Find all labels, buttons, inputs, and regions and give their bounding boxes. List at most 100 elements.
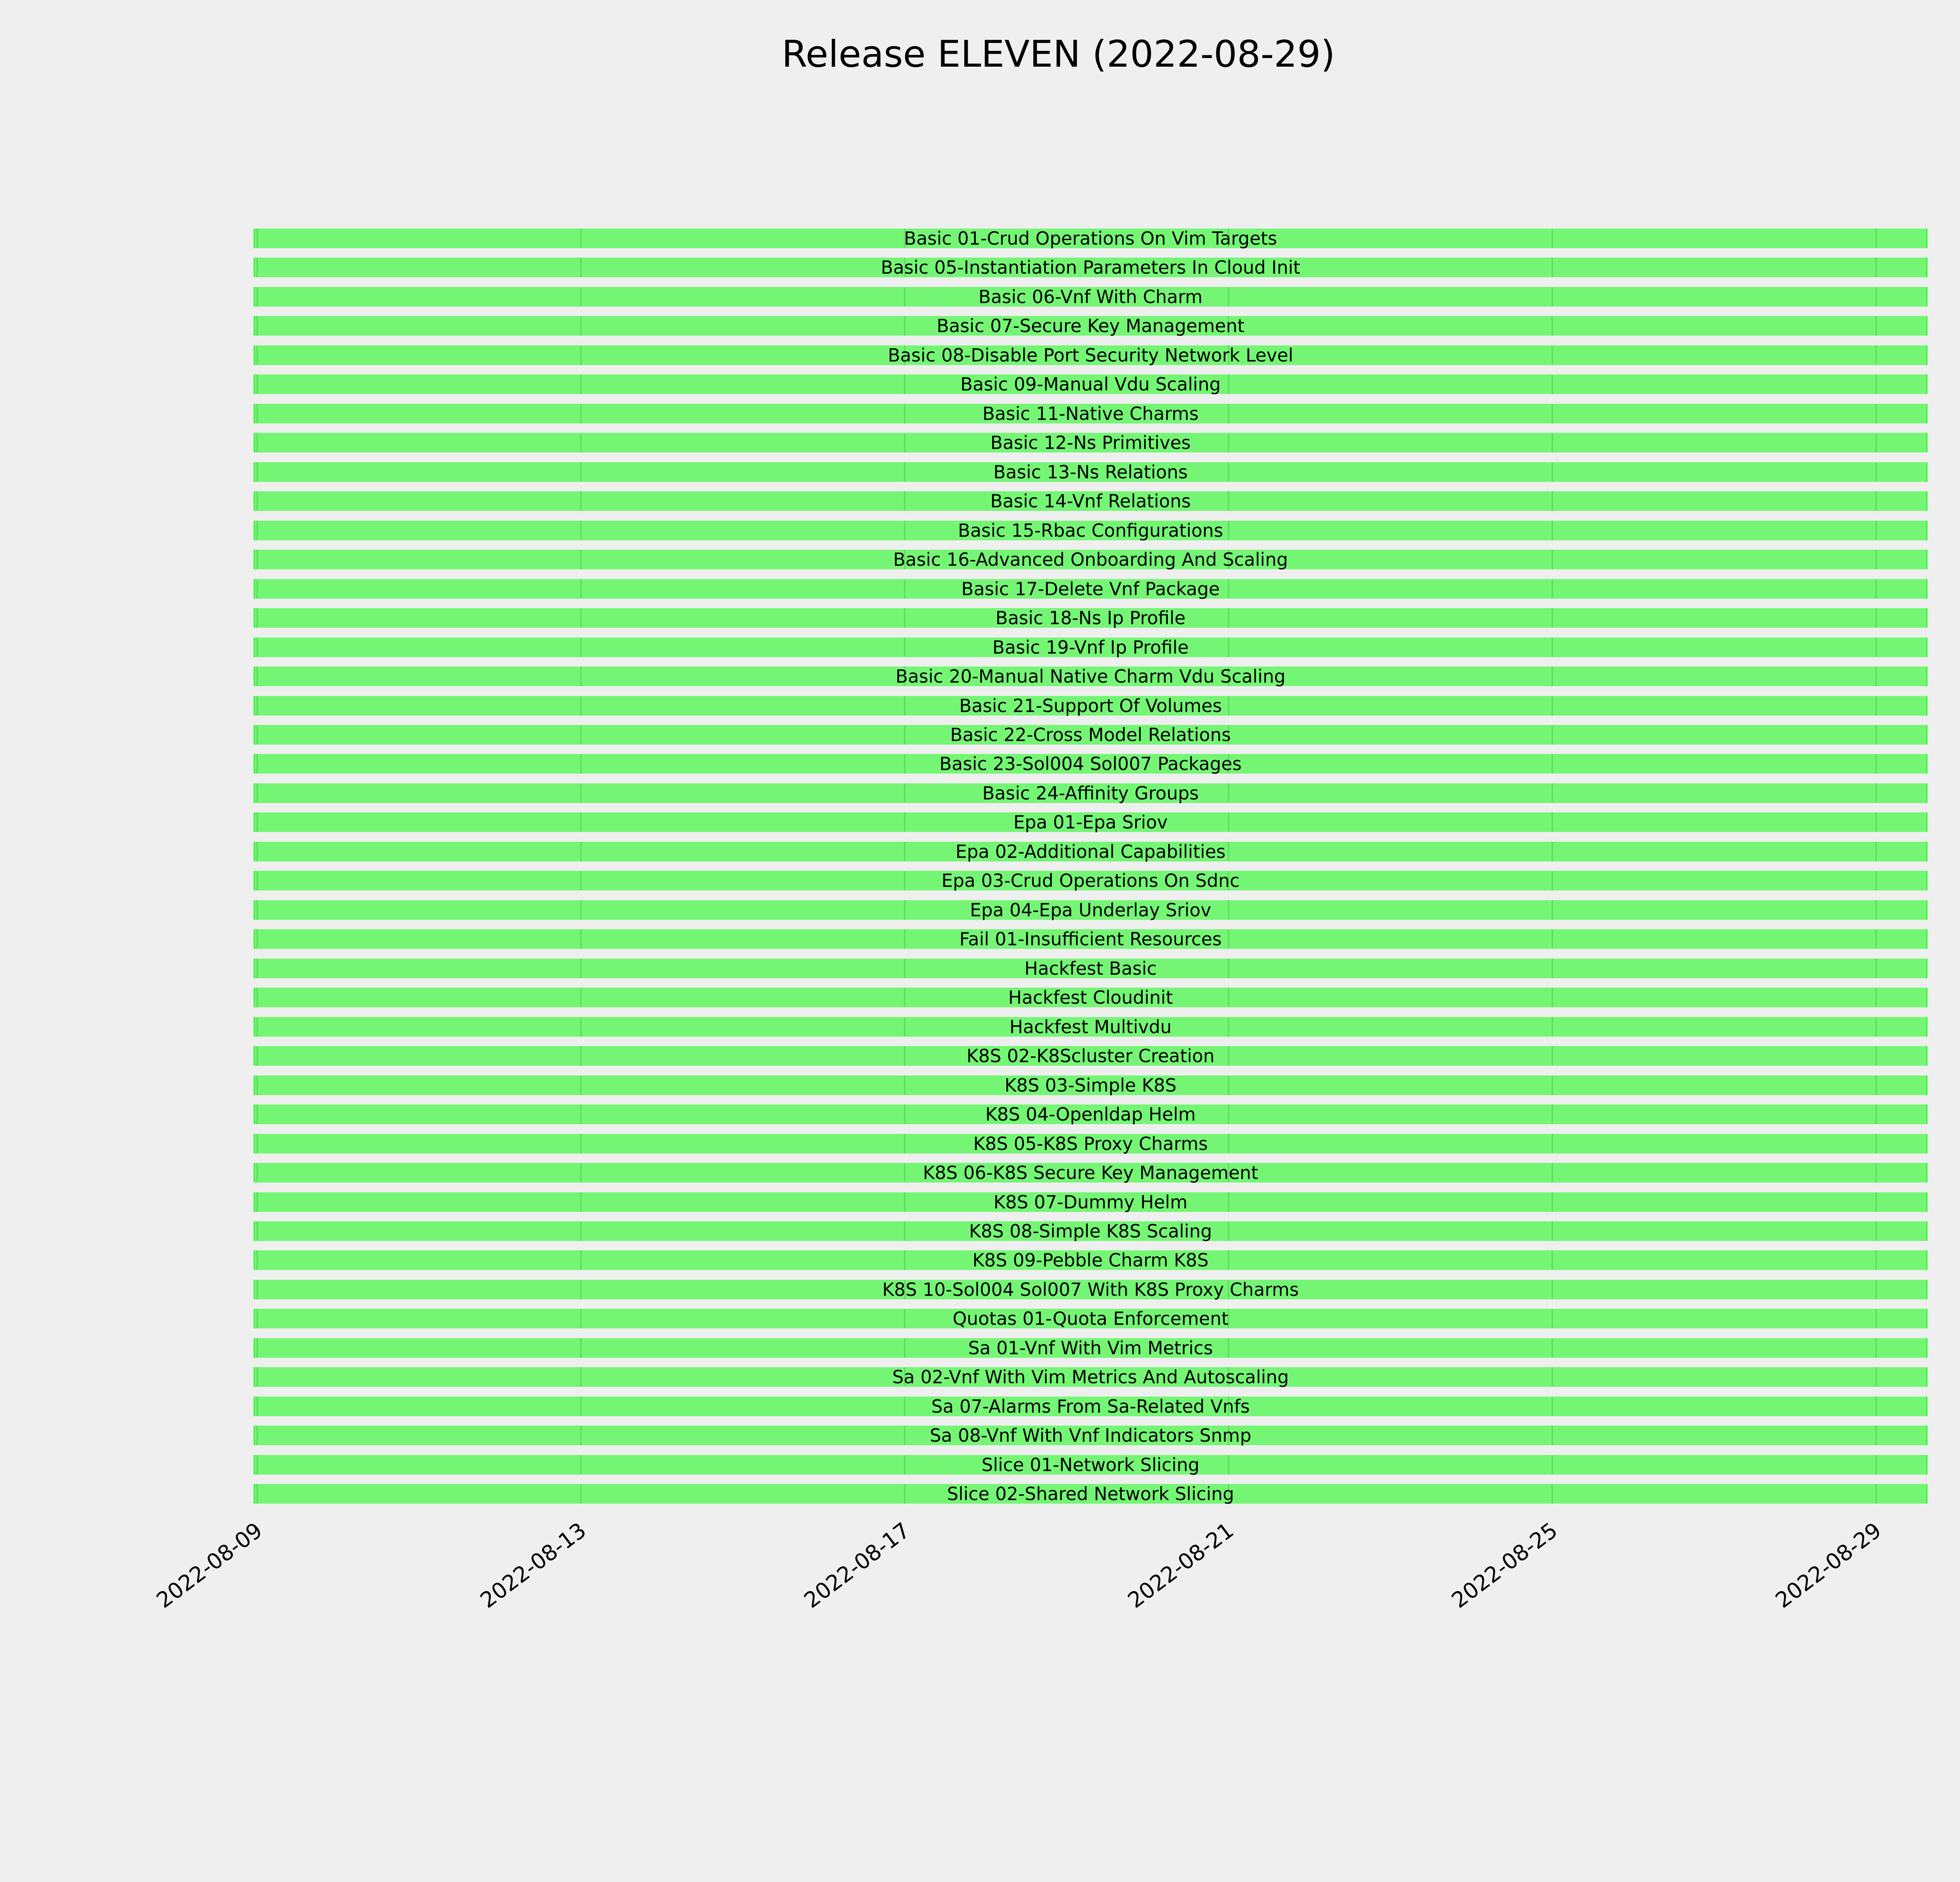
gridline — [1552, 1163, 1553, 1183]
gantt-bar: Basic 19-Vnf Ip Profile — [254, 638, 1927, 657]
gridline — [1875, 1338, 1877, 1358]
task-label: Basic 06-Vnf With Charm — [978, 286, 1203, 307]
task-label: K8S 06-K8S Secure Key Management — [923, 1162, 1258, 1183]
gridline — [904, 287, 906, 307]
task-label: Basic 16-Advanced Onboarding And Scaling — [893, 549, 1288, 570]
gridline — [1552, 374, 1553, 394]
gridline — [904, 1017, 906, 1037]
task-label: Sa 01-Vnf With Vim Metrics — [968, 1337, 1213, 1359]
gridline — [1228, 1367, 1229, 1387]
gridline — [1875, 1367, 1877, 1387]
gridline — [1875, 579, 1877, 599]
gridline — [1875, 1017, 1877, 1037]
gridline — [904, 1455, 906, 1475]
gridline — [1552, 1250, 1553, 1270]
gridline — [1552, 287, 1553, 307]
gridline — [256, 1104, 258, 1124]
gridline — [256, 1192, 258, 1212]
gridline — [1875, 812, 1877, 832]
gridline — [1875, 550, 1877, 569]
gridline — [904, 988, 906, 1007]
gridline — [1552, 638, 1553, 657]
gantt-bar: Basic 20-Manual Native Charm Vdu Scaling — [254, 667, 1927, 686]
gridline — [1228, 1075, 1229, 1095]
gridline — [1228, 608, 1229, 628]
gridline — [580, 842, 582, 861]
gridline — [1875, 1250, 1877, 1270]
gridline — [580, 900, 582, 920]
gridline — [1552, 521, 1553, 540]
gridline — [1228, 1017, 1229, 1037]
gridline — [1552, 754, 1553, 774]
gridline — [580, 667, 582, 686]
gridline — [1875, 754, 1877, 774]
gridline — [256, 929, 258, 949]
gantt-bar: Slice 02-Shared Network Slicing — [254, 1484, 1927, 1504]
task-label: Basic 05-Instantiation Parameters In Clo… — [880, 257, 1301, 278]
gridline — [1875, 929, 1877, 949]
gantt-bar: K8S 10-Sol004 Sol007 With K8S Proxy Char… — [254, 1280, 1927, 1299]
x-axis-tick-label: 2022-08-17 — [799, 1517, 915, 1613]
task-label: Basic 11-Native Charms — [982, 403, 1199, 424]
gridline — [1875, 696, 1877, 716]
gridline — [904, 1163, 906, 1183]
gridline — [1552, 404, 1553, 423]
task-label: K8S 08-Simple K8S Scaling — [969, 1221, 1212, 1242]
gridline — [580, 754, 582, 774]
gridline — [580, 783, 582, 803]
gantt-bar: Basic 14-Vnf Relations — [254, 491, 1927, 511]
gantt-bar: Hackfest Cloudinit — [254, 988, 1927, 1007]
gridline — [580, 1221, 582, 1241]
gridline — [1875, 667, 1877, 686]
task-label: Basic 14-Vnf Relations — [990, 490, 1191, 512]
gridline — [1552, 550, 1553, 569]
task-label: Slice 01-Network Slicing — [982, 1454, 1200, 1475]
gantt-bar: Basic 15-Rbac Configurations — [254, 521, 1927, 540]
gantt-bar: Hackfest Basic — [254, 959, 1927, 978]
gridline — [1228, 345, 1229, 365]
gridline — [1228, 842, 1229, 861]
gridline — [580, 462, 582, 482]
gridline — [1228, 900, 1229, 920]
gridline — [580, 345, 582, 365]
gridline — [1552, 988, 1553, 1007]
task-label: Sa 02-Vnf With Vim Metrics And Autoscali… — [892, 1366, 1289, 1388]
gantt-bar: Quotas 01-Quota Enforcement — [254, 1309, 1927, 1328]
gridline — [1875, 1163, 1877, 1183]
gridline — [904, 316, 906, 336]
gridline — [256, 1221, 258, 1241]
gantt-bar: Basic 18-Ns Ip Profile — [254, 608, 1927, 628]
task-label: Epa 02-Additional Capabilities — [955, 841, 1226, 862]
task-label: Basic 21-Support Of Volumes — [959, 695, 1222, 716]
gridline — [904, 1192, 906, 1212]
gridline — [1228, 1455, 1229, 1475]
gridline — [1228, 988, 1229, 1007]
gridline — [1228, 550, 1229, 569]
gridline — [256, 579, 258, 599]
gridline — [1228, 783, 1229, 803]
gridline — [256, 1250, 258, 1270]
gridline — [256, 725, 258, 745]
task-label: Sa 08-Vnf With Vnf Indicators Snmp — [929, 1425, 1252, 1446]
x-axis-tick-label: 2022-08-13 — [475, 1517, 591, 1613]
task-label: Quotas 01-Quota Enforcement — [953, 1308, 1229, 1329]
gridline — [1552, 229, 1553, 248]
gridline — [1552, 1309, 1553, 1328]
gridline — [1228, 1104, 1229, 1124]
gridline — [904, 929, 906, 949]
gridline — [904, 374, 906, 394]
gantt-bar: K8S 04-Openldap Helm — [254, 1104, 1927, 1124]
gridline — [1552, 1192, 1553, 1212]
gridline — [580, 871, 582, 890]
gridline — [1875, 1280, 1877, 1299]
gridline — [1228, 696, 1229, 716]
task-label: Basic 22-Cross Model Relations — [950, 724, 1231, 745]
gridline — [904, 959, 906, 978]
gridline — [1552, 608, 1553, 628]
gridline — [1875, 725, 1877, 745]
gantt-bar: K8S 09-Pebble Charm K8S — [254, 1250, 1927, 1270]
gridline — [580, 1104, 582, 1124]
gridline — [580, 287, 582, 307]
gridline — [1552, 900, 1553, 920]
